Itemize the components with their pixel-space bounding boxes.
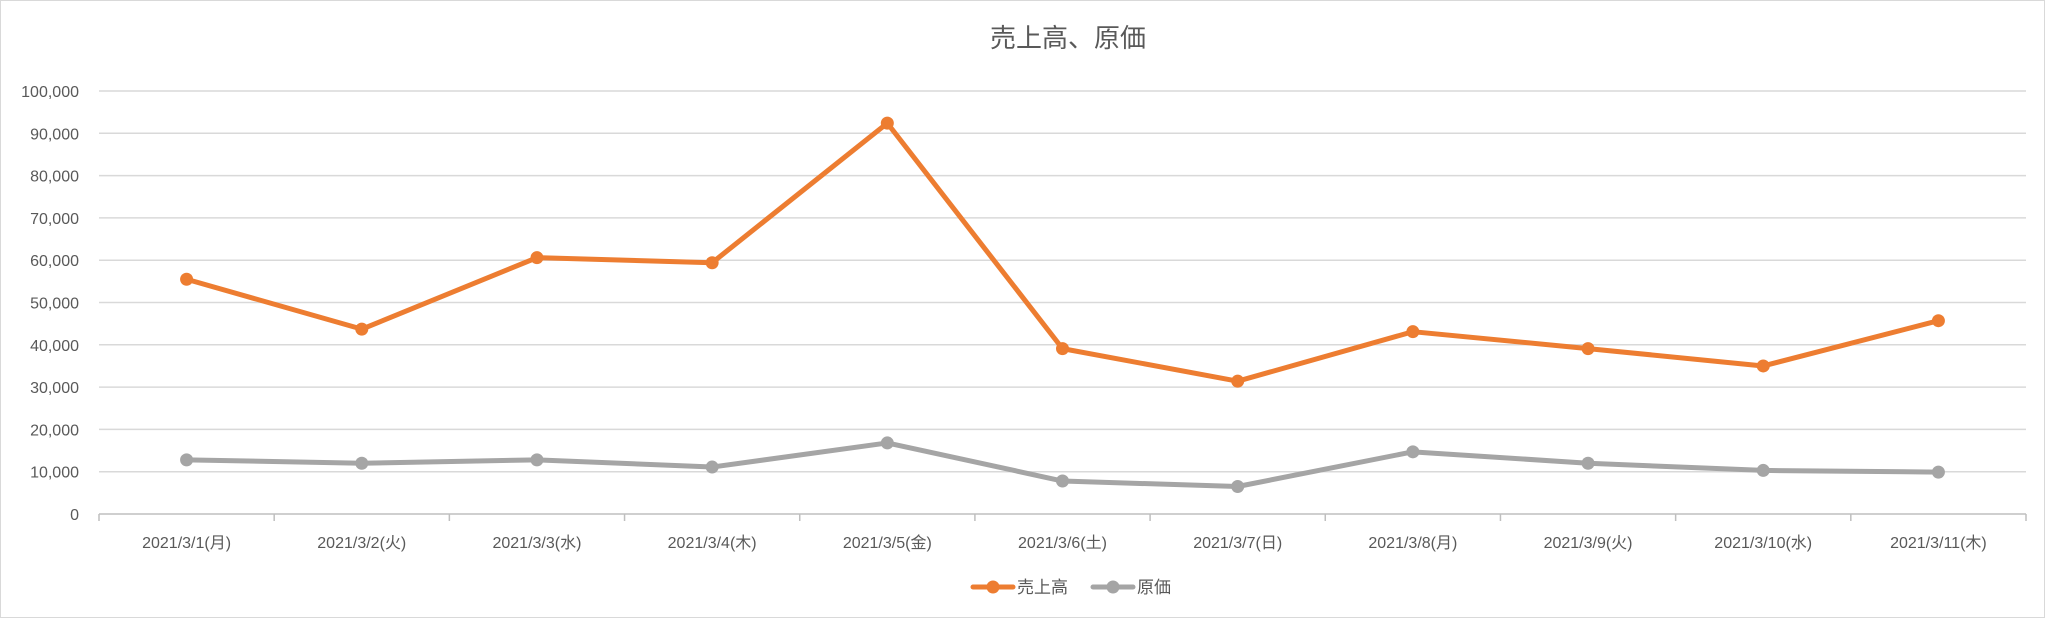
legend-label: 原価 xyxy=(1137,578,1171,597)
legend-item: 原価 xyxy=(1090,578,1171,597)
data-point xyxy=(355,456,369,470)
data-point xyxy=(880,436,894,450)
data-point xyxy=(1406,325,1420,339)
data-point xyxy=(880,116,894,130)
y-tick-label: 60,000 xyxy=(30,253,79,270)
data-point xyxy=(1756,463,1770,477)
data-point xyxy=(355,322,369,336)
data-point xyxy=(530,453,544,467)
y-tick-label: 40,000 xyxy=(30,338,79,355)
legend-marker xyxy=(986,580,1000,594)
x-tick-label: 2021/3/3(水) xyxy=(492,534,581,552)
data-point xyxy=(1056,342,1069,356)
data-point xyxy=(705,256,719,270)
x-tick-label: 2021/3/4(木) xyxy=(668,534,757,552)
legend-marker xyxy=(1106,580,1120,594)
y-axis: 0 10,000 20,000 30,000 40,000 50,000 60,000 70,… xyxy=(21,84,79,524)
data-point xyxy=(1056,474,1069,488)
x-tick-label: 2021/3/5(金) xyxy=(843,534,932,552)
y-tick-label: 50,000 xyxy=(30,296,79,313)
data-point xyxy=(1406,445,1420,459)
gridlines xyxy=(99,90,2026,473)
data-point xyxy=(705,460,719,474)
data-point xyxy=(1581,456,1595,470)
data-point xyxy=(1931,465,1945,479)
chart-title: 売上高、原価 xyxy=(990,23,1146,53)
y-tick-label: 30,000 xyxy=(30,380,79,397)
x-axis: 2021/3/1(月) 2021/3/2(火) 2021/3/3(水) 2021/3/… xyxy=(98,513,2027,552)
legend-item: 売上高 xyxy=(970,578,1068,597)
y-tick-label: 10,000 xyxy=(30,465,79,482)
series-layer xyxy=(180,116,1945,494)
x-tick-label: 2021/3/2(火) xyxy=(317,535,406,552)
y-tick-label: 100,000 xyxy=(21,84,79,101)
x-tick-label: 2021/3/8(月) xyxy=(1368,535,1457,552)
data-point xyxy=(1756,359,1770,373)
x-tick-label: 2021/3/7(日) xyxy=(1193,535,1282,552)
y-tick-label: 70,000 xyxy=(30,211,79,228)
x-tick-label: 2021/3/6(土) xyxy=(1018,534,1107,552)
data-point xyxy=(1581,342,1595,356)
legend-label: 売上高 xyxy=(1017,578,1068,597)
data-point xyxy=(180,272,194,286)
y-tick-label: 0 xyxy=(70,507,79,524)
series-2 xyxy=(180,436,1945,494)
y-tick-label: 90,000 xyxy=(30,126,79,143)
data-point xyxy=(1231,480,1245,494)
x-tick-label: 2021/3/1(月) xyxy=(142,535,231,552)
x-tick-label: 2021/3/11(木) xyxy=(1890,534,1987,552)
y-tick-label: 20,000 xyxy=(30,422,79,439)
data-point xyxy=(180,453,194,467)
series-1 xyxy=(180,116,1945,388)
data-point xyxy=(1231,374,1245,388)
legend: 売上高 原価 xyxy=(970,578,1171,597)
data-point xyxy=(1931,314,1945,328)
x-tick-label: 2021/3/9(火) xyxy=(1544,535,1633,552)
data-point xyxy=(530,251,544,265)
x-tick-label: 2021/3/10(水) xyxy=(1714,534,1812,552)
y-tick-label: 80,000 xyxy=(30,169,79,186)
